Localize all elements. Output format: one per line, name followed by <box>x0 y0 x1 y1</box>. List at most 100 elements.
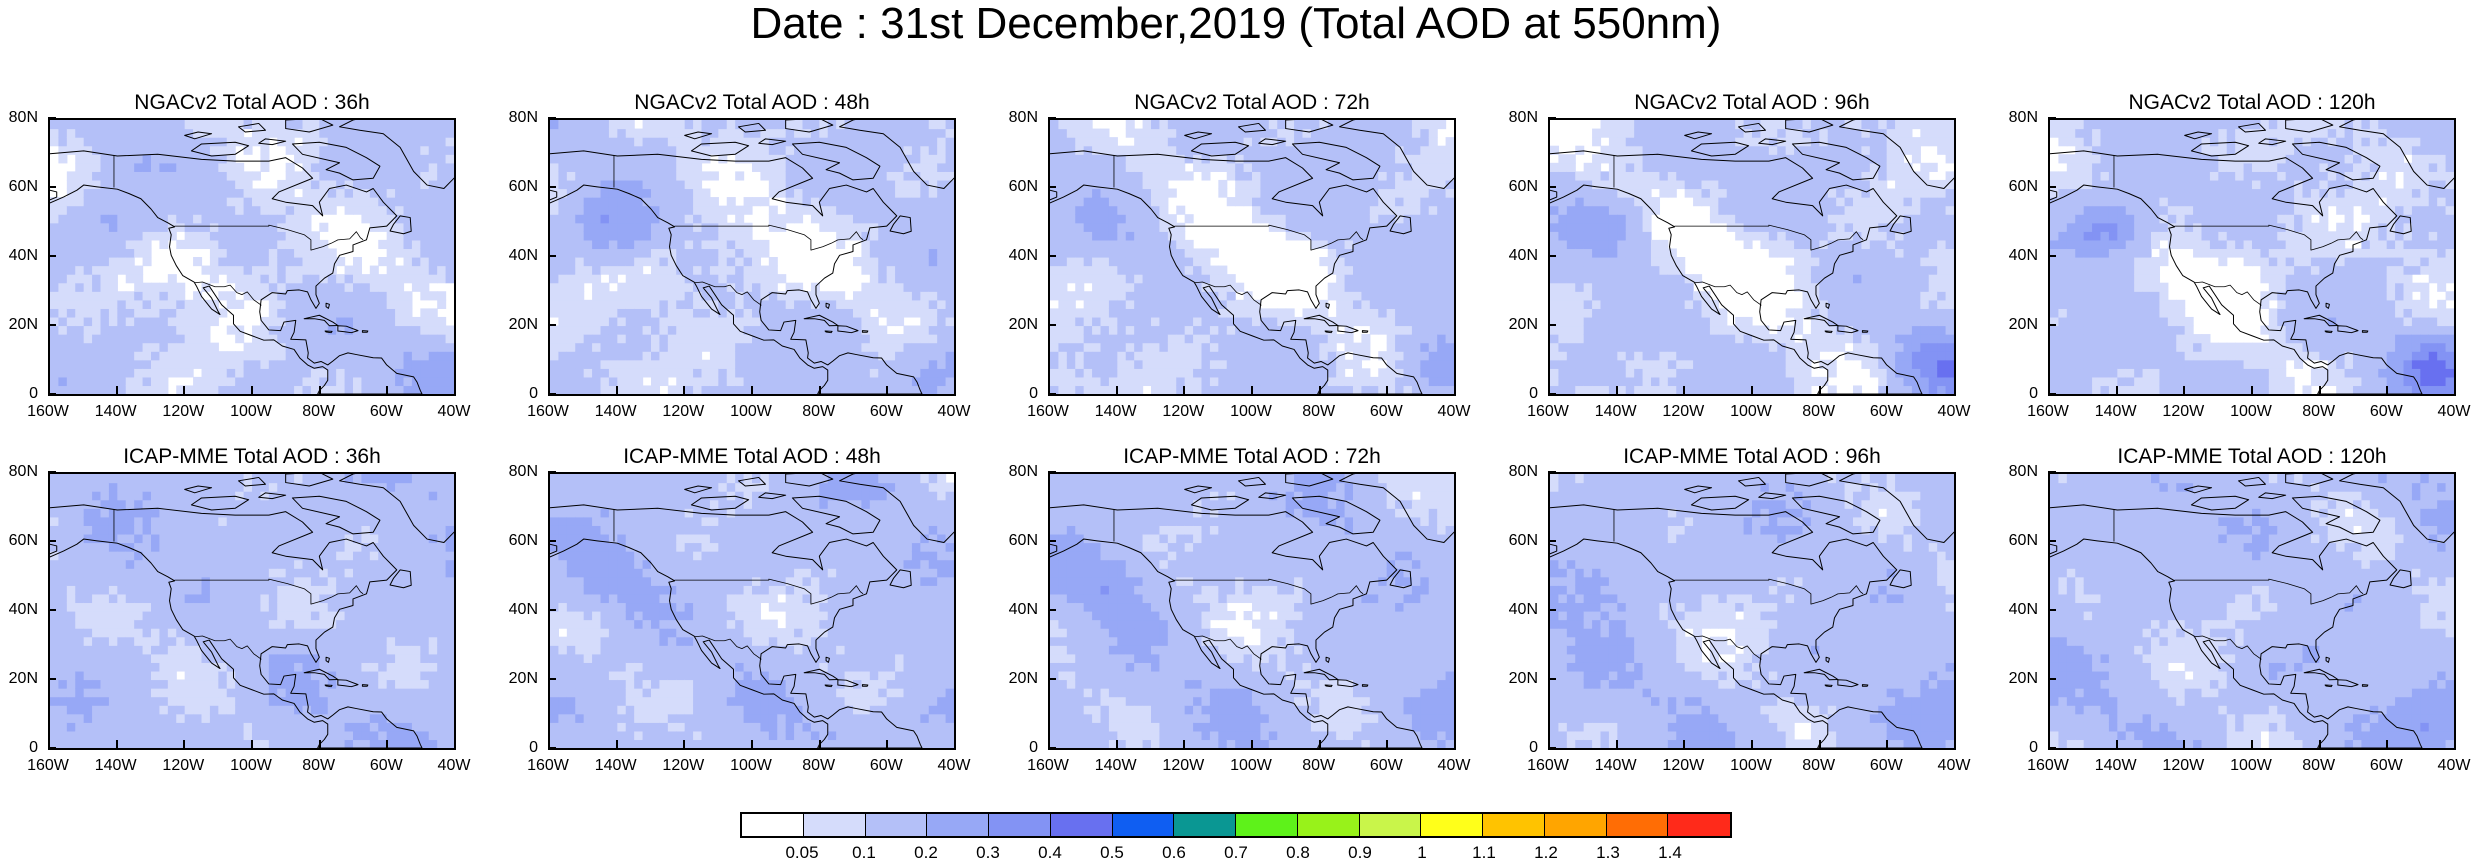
lon-tick-mark <box>454 386 456 394</box>
coastline <box>837 679 859 688</box>
lat-tick-mark <box>48 324 56 326</box>
coastline <box>389 215 412 235</box>
coastline <box>1258 492 1287 500</box>
map-panel: NGACv2 Total AOD : 120h 80N 60N 40N 20N 0 160W… <box>2009 91 2471 420</box>
lon-tick-label: 120W <box>1162 403 1205 420</box>
lat-tick-mark <box>548 255 556 257</box>
coastline <box>1803 668 1839 681</box>
coastline <box>1190 141 1250 157</box>
lon-tick-mark <box>1115 386 1118 394</box>
lon-tick-mark <box>818 386 821 394</box>
colorbar-swatch <box>1359 814 1422 836</box>
lon-tick-label: 40W <box>1437 757 1471 774</box>
lon-tick-label: 80W <box>802 403 836 420</box>
coastline <box>1803 314 1839 327</box>
lat-tick-label: 60N <box>1508 178 1538 195</box>
coastline <box>2291 141 2381 181</box>
lon-tick-mark <box>1548 386 1550 394</box>
lat-tick-label: 40N <box>2008 247 2038 264</box>
coastline <box>1791 141 1881 181</box>
lon-tick-mark <box>886 740 889 748</box>
lon-tick-mark <box>318 740 321 748</box>
lat-tick-mark <box>548 747 556 749</box>
lat-tick-mark <box>48 540 56 542</box>
lon-tick-mark <box>1615 740 1618 748</box>
lon-tick-label: 40W <box>2437 757 2471 774</box>
lat-tick-label: 60N <box>2008 532 2038 549</box>
coastline <box>1837 679 1859 688</box>
lat-tick-label: 80N <box>8 463 38 480</box>
colorbar-label: 1.1 <box>1472 843 1496 862</box>
colorbar-swatch <box>1544 814 1607 836</box>
coastline <box>2285 474 2334 487</box>
coastline <box>837 325 859 334</box>
lat-tick-label: 0 <box>529 385 538 402</box>
country-border <box>1694 281 1762 306</box>
coastline <box>690 495 750 511</box>
aod-field <box>50 474 454 748</box>
coastline <box>738 476 766 487</box>
coastline <box>361 330 369 333</box>
coastline <box>1337 325 1359 334</box>
aod-map <box>2048 472 2456 750</box>
coastline <box>339 474 454 543</box>
coastline <box>1285 120 1334 133</box>
lon-tick-label: 140W <box>1594 403 1637 420</box>
panel-title: NGACv2 Total AOD : 120h <box>2128 91 2376 114</box>
lat-tick-label: 0 <box>1029 739 1038 756</box>
lon-tick-label: 160W <box>27 403 69 420</box>
coastline <box>2050 504 2423 748</box>
coastline <box>1238 122 1266 133</box>
colorbar-swatch <box>1421 814 1483 836</box>
panel-title: NGACv2 Total AOD : 48h <box>634 91 870 114</box>
lon-tick-mark <box>1751 740 1753 748</box>
coastline <box>2291 495 2381 535</box>
lat-tick-label: 40N <box>1508 247 1538 264</box>
coastline <box>291 141 381 181</box>
aod-field <box>2050 474 2454 748</box>
lat-tick-label: 60N <box>8 532 38 549</box>
coastline <box>361 684 369 687</box>
coastline <box>291 495 381 535</box>
lat-tick-mark <box>2048 471 2056 473</box>
lon-tick-mark <box>2386 386 2389 394</box>
coastline <box>1861 684 1869 687</box>
coastline <box>2337 325 2359 334</box>
lon-tick-mark <box>2318 386 2321 394</box>
coastline <box>2238 476 2266 487</box>
coastline <box>1690 141 1750 157</box>
lon-tick-label: 40W <box>1937 403 1971 420</box>
aod-map <box>1048 118 1456 396</box>
lon-tick-label: 160W <box>1027 757 1069 774</box>
coastline <box>1324 684 1333 688</box>
country-border <box>2194 281 2262 306</box>
lon-tick-mark <box>1818 386 1821 394</box>
lat-tick-mark <box>2048 609 2056 611</box>
coastline <box>2324 684 2333 688</box>
lat-tick-mark <box>548 117 556 119</box>
lat-tick-label: 60N <box>508 532 538 549</box>
country-border <box>1174 224 1364 251</box>
country-border <box>2174 224 2364 251</box>
lat-tick-mark <box>1548 324 1556 326</box>
lon-tick-label: 140W <box>2094 757 2137 774</box>
coastline <box>791 495 881 535</box>
colorbar-label: 1.2 <box>1534 843 1558 862</box>
coastline <box>1337 679 1359 688</box>
lat-tick-label: 40N <box>8 247 38 264</box>
coastline <box>1690 495 1750 511</box>
coastline <box>1238 476 1266 487</box>
lon-tick-label: 100W <box>730 757 772 774</box>
coastline <box>50 504 423 748</box>
lon-tick-label: 60W <box>1869 757 1903 774</box>
lon-tick-label: 60W <box>369 757 403 774</box>
lon-tick-mark <box>2115 740 2118 748</box>
lon-tick-label: 140W <box>594 403 637 420</box>
lat-tick-label: 40N <box>508 247 538 264</box>
lat-tick-label: 20N <box>1508 316 1538 333</box>
coastline <box>1325 302 1330 309</box>
country-border <box>2174 578 2364 605</box>
coastline <box>2285 120 2334 133</box>
lon-tick-label: 140W <box>2094 403 2137 420</box>
lat-tick-mark <box>548 471 556 473</box>
